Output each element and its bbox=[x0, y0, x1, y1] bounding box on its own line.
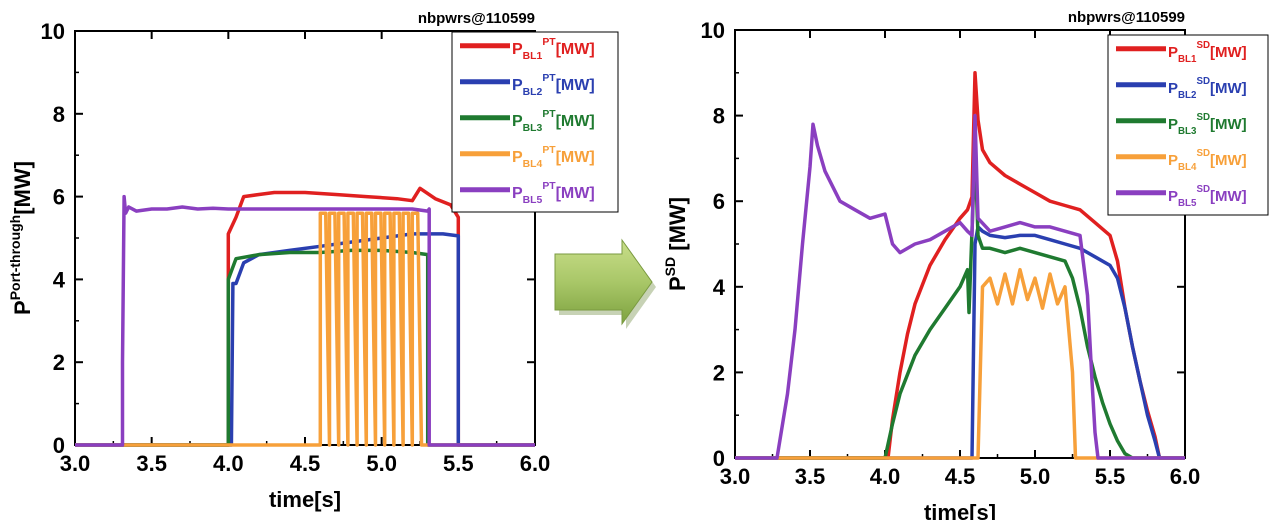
x-tick-label: 4.5 bbox=[945, 464, 976, 489]
x-axis-label: time[s] bbox=[269, 487, 341, 512]
x-tick-label: 4.0 bbox=[870, 464, 901, 489]
legend-label: PBL2SD[MW] bbox=[1168, 76, 1247, 101]
series-line-bl2 bbox=[735, 225, 1185, 460]
right-arrow-icon bbox=[554, 238, 656, 329]
legend-label: PBL4SD[MW] bbox=[1168, 148, 1247, 173]
y-axis-label: PSD [MW] bbox=[662, 197, 690, 291]
chart-title: nbpwrs@110599 bbox=[418, 10, 535, 27]
x-tick-label: 4.0 bbox=[213, 451, 244, 476]
legend-label: PBL4PT[MW] bbox=[512, 145, 595, 170]
legend-label: PBL1PT[MW] bbox=[512, 37, 595, 62]
y-tick-label: 6 bbox=[713, 189, 725, 214]
x-tick-label: 3.0 bbox=[60, 451, 91, 476]
series-line-bl1 bbox=[75, 186, 535, 447]
y-tick-label: 2 bbox=[713, 360, 725, 385]
series-group bbox=[75, 186, 535, 447]
series-line-bl4 bbox=[735, 267, 1185, 460]
y-tick-label: 4 bbox=[53, 267, 66, 292]
x-tick-label: 4.5 bbox=[290, 451, 321, 476]
legend-label: PBL5PT[MW] bbox=[512, 181, 595, 206]
x-axis-label: time[s] bbox=[924, 500, 996, 520]
y-tick-label: 10 bbox=[701, 18, 725, 43]
series-line-bl3 bbox=[735, 148, 1185, 460]
x-tick-label: 5.5 bbox=[443, 451, 474, 476]
legend: PBL1SD[MW] PBL2SD[MW] PBL3SD[MW] PBL4SD[MW]… bbox=[1107, 34, 1269, 216]
y-tick-label: 0 bbox=[53, 433, 65, 458]
y-tick-label: 4 bbox=[713, 275, 726, 300]
y-tick-label: 2 bbox=[53, 350, 65, 375]
series-line-bl2 bbox=[75, 232, 535, 447]
legend-label: PBL2PT[MW] bbox=[512, 73, 595, 98]
legend: PBL1PT[MW] PBL2PT[MW] PBL3PT[MW] PBL4PT[MW]… bbox=[451, 31, 619, 213]
legend-label: PBL3SD[MW] bbox=[1168, 112, 1247, 137]
port-through-power-chart: 3.0 3.5 4.0 4.5 5.0 5.5 6.0 0 2 4 6 8 10 nbpwrs@11059… bbox=[7, 10, 619, 512]
y-tick-label: 6 bbox=[53, 185, 65, 210]
x-tick-label: 5.5 bbox=[1095, 464, 1126, 489]
x-tick-label: 5.0 bbox=[1020, 464, 1051, 489]
series-group bbox=[735, 71, 1185, 460]
legend-box bbox=[1107, 34, 1269, 216]
x-tick-label: 3.5 bbox=[136, 451, 167, 476]
x-tick-label: 6.0 bbox=[1170, 464, 1201, 489]
shine-through-deposited-power-chart: 3.0 3.5 4.0 4.5 5.0 5.5 6.0 0 2 4 6 8 10 nbpwrs@11059… bbox=[662, 9, 1269, 520]
x-tick-label: 3.0 bbox=[720, 464, 751, 489]
series-line-bl4 bbox=[75, 211, 535, 447]
legend-label: PBL3PT[MW] bbox=[512, 109, 595, 134]
chart-title: nbpwrs@110599 bbox=[1068, 9, 1185, 26]
x-tick-label: 3.5 bbox=[795, 464, 826, 489]
y-tick-label: 8 bbox=[53, 102, 65, 127]
y-tick-label: 8 bbox=[713, 104, 725, 129]
series-line-bl5 bbox=[75, 194, 535, 447]
series-line-bl3 bbox=[75, 248, 535, 447]
legend-label: PBL5SD[MW] bbox=[1168, 184, 1247, 209]
x-tick-label: 5.0 bbox=[366, 451, 397, 476]
y-axis-label: PPort-through[MW] bbox=[7, 161, 35, 315]
y-tick-label: 0 bbox=[713, 446, 725, 471]
series-line-bl5 bbox=[735, 113, 1185, 460]
legend-box bbox=[451, 31, 619, 213]
legend-label: PBL1SD[MW] bbox=[1168, 40, 1247, 65]
x-tick-label: 6.0 bbox=[520, 451, 551, 476]
y-tick-label: 10 bbox=[41, 19, 65, 44]
